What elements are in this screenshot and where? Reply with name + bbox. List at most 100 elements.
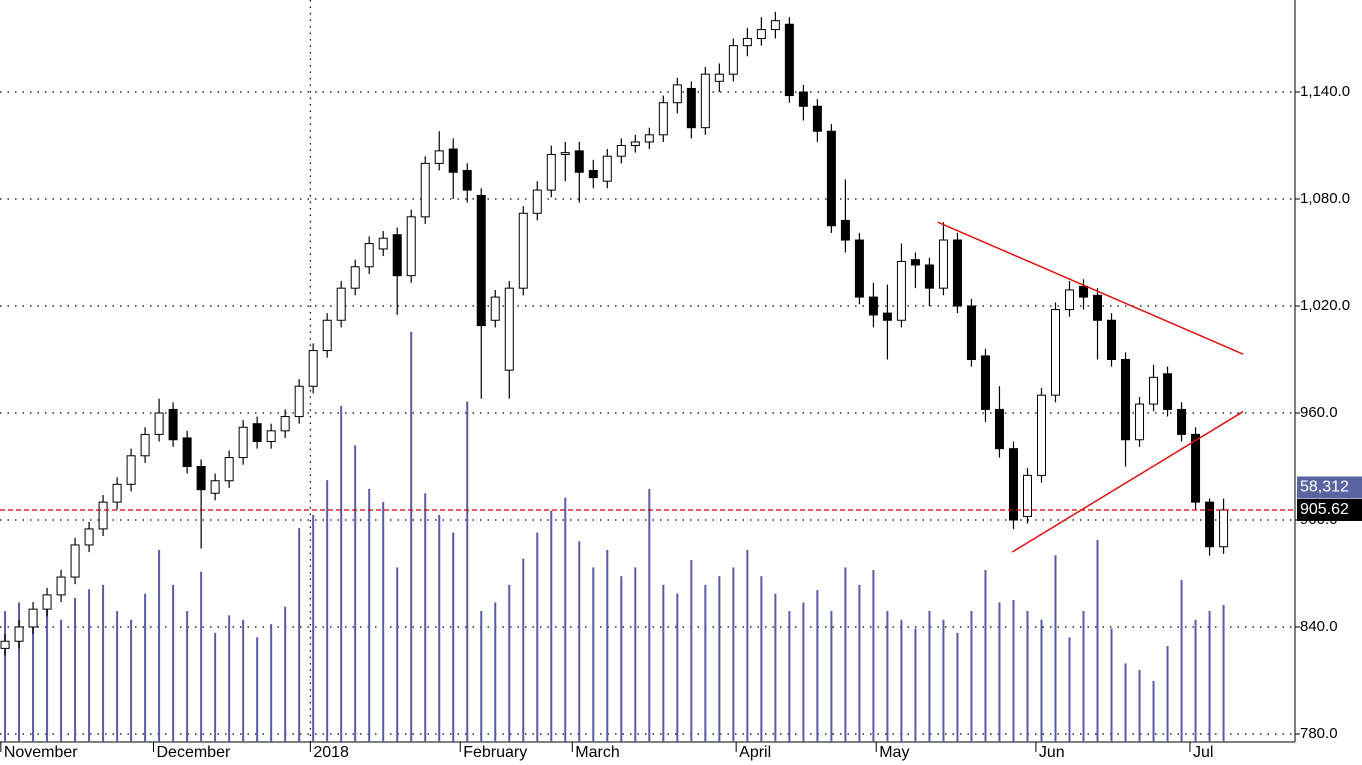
candle-body — [1219, 509, 1229, 548]
candle-body — [98, 501, 108, 530]
candle-body — [70, 544, 80, 578]
candle-body — [252, 423, 262, 443]
candle-body — [182, 437, 192, 467]
candle-body — [420, 162, 430, 218]
candle-body — [588, 169, 598, 179]
x-tick-label: April — [739, 744, 771, 761]
candle-body — [1036, 394, 1046, 476]
candle-body — [1135, 403, 1145, 441]
y-tick-label: 780.0 — [1300, 725, 1338, 742]
candle-body — [210, 480, 220, 494]
candle-body — [532, 189, 542, 214]
candle-body — [798, 91, 808, 107]
candle-body — [924, 264, 934, 289]
candle-body — [700, 73, 710, 129]
candle-body — [658, 102, 668, 136]
candle-body — [938, 239, 948, 289]
candle-body — [644, 134, 654, 143]
candle-body — [812, 105, 822, 132]
candle-body — [434, 150, 444, 164]
candle-body — [56, 576, 66, 596]
last-price-box — [1297, 498, 1362, 521]
candle-body — [266, 430, 276, 443]
x-tick-label: November — [4, 744, 78, 761]
candle-body — [140, 433, 150, 457]
x-tick-label: Jun — [1039, 744, 1065, 761]
candle-body — [14, 626, 24, 642]
candle-body — [462, 169, 472, 191]
candle-body — [336, 287, 346, 321]
candle-body — [686, 87, 696, 129]
candle-body — [1177, 408, 1187, 435]
x-tick-label: February — [463, 744, 527, 761]
candle-body — [1205, 501, 1215, 548]
candle-body — [112, 483, 122, 503]
candle-body — [910, 259, 920, 266]
candle-body — [896, 260, 906, 321]
candle-body — [490, 296, 500, 321]
volume-marker-label: 58,312 — [1300, 479, 1349, 496]
candle-body — [840, 219, 850, 241]
candle-body — [322, 319, 332, 352]
candle-body — [224, 457, 234, 482]
y-tick-label: 1,020.0 — [1300, 297, 1350, 314]
candle-body — [1093, 294, 1103, 321]
candle-body — [966, 305, 976, 360]
candle-body — [1050, 309, 1060, 396]
candle-body — [1149, 376, 1159, 405]
candle-body — [392, 234, 402, 277]
candle-body — [980, 355, 990, 410]
candle-body — [0, 640, 10, 649]
candle-body — [126, 455, 136, 485]
x-tick-label: December — [157, 744, 231, 761]
candle-body — [854, 239, 864, 298]
candle-body — [1008, 448, 1018, 521]
candle-body — [742, 38, 752, 47]
y-tick-label: 1,140.0 — [1300, 83, 1350, 100]
candle-body — [350, 266, 360, 289]
candle-body — [994, 408, 1004, 450]
candle-body — [168, 408, 178, 441]
candle-body — [1107, 319, 1117, 360]
candle-body — [630, 141, 640, 147]
candle-body — [294, 385, 304, 418]
candle-body — [728, 45, 738, 75]
candle-body — [616, 145, 626, 157]
x-tick-label: May — [879, 744, 909, 761]
candle-body — [546, 153, 556, 191]
candle-body — [84, 528, 94, 546]
candle-body — [308, 350, 318, 387]
candle-body — [518, 212, 528, 289]
candle-body — [504, 287, 514, 371]
x-tick-label: Jul — [1193, 744, 1213, 761]
trendline — [937, 221, 1244, 355]
trendline — [1011, 410, 1244, 553]
candle-body — [826, 130, 836, 227]
y-tick-label: 840.0 — [1300, 618, 1338, 635]
candle-body — [406, 216, 416, 277]
candle-body — [756, 29, 766, 40]
candle-body — [1022, 474, 1032, 517]
candle-body — [1191, 433, 1201, 503]
candle-body — [602, 155, 612, 182]
candle-body — [714, 73, 724, 82]
candle-body — [1079, 285, 1089, 298]
candle-body — [280, 416, 290, 432]
candle-body — [42, 594, 52, 610]
candle-body — [448, 148, 458, 173]
candle-body — [378, 237, 388, 250]
volume-marker-box — [1297, 476, 1362, 499]
candle-body — [560, 152, 570, 155]
x-tick-label: 2018 — [313, 744, 349, 761]
last-price-label: 905.62 — [1300, 501, 1349, 518]
y-tick-label: 1,080.0 — [1300, 190, 1350, 207]
candle-body — [770, 20, 780, 31]
candle-body — [1121, 358, 1131, 441]
candle-body — [28, 608, 38, 628]
candle-body — [952, 239, 962, 307]
candle-body — [238, 426, 248, 459]
y-tick-label: 960.0 — [1300, 404, 1338, 421]
candle-body — [476, 194, 486, 327]
candle-body — [672, 84, 682, 104]
